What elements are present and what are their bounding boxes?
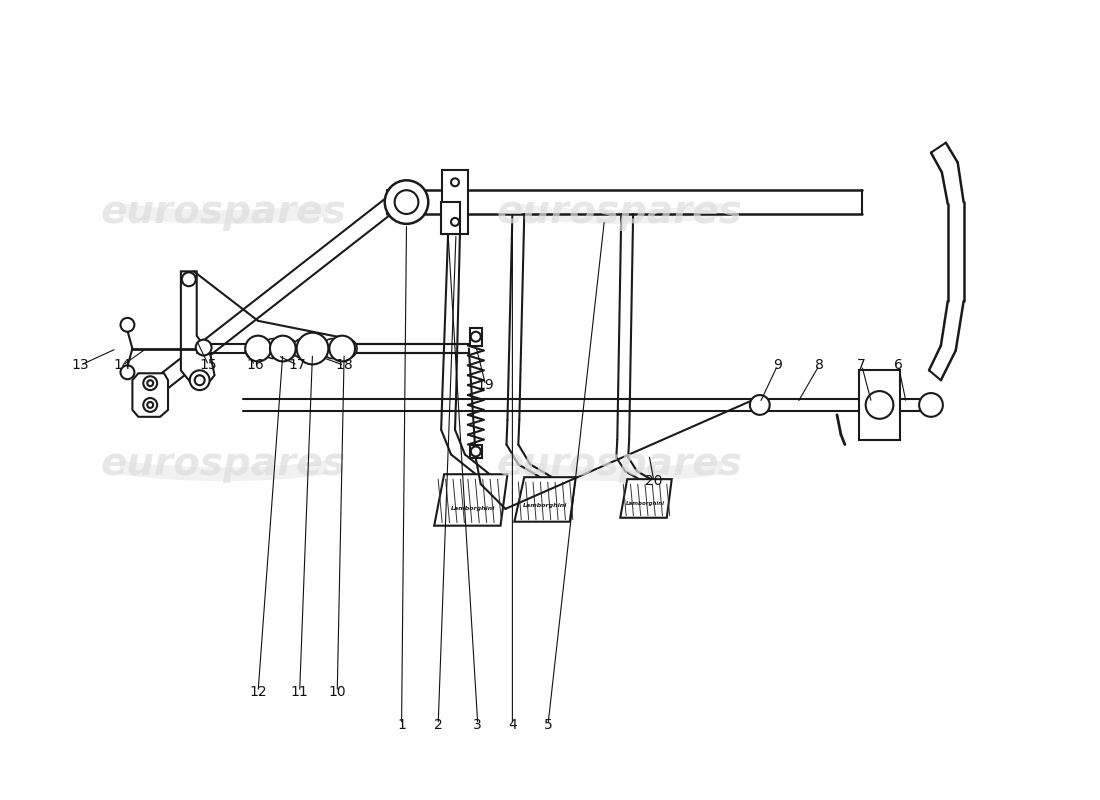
Polygon shape	[434, 474, 507, 526]
Bar	[859, 370, 900, 439]
Text: Lamborghini: Lamborghini	[626, 502, 664, 506]
Circle shape	[451, 218, 459, 226]
Circle shape	[451, 178, 459, 186]
Circle shape	[263, 338, 283, 358]
Circle shape	[147, 402, 153, 408]
Text: 11: 11	[290, 685, 308, 699]
Text: 13: 13	[72, 358, 89, 372]
Text: eurospares: eurospares	[496, 193, 742, 231]
Circle shape	[471, 446, 481, 457]
Circle shape	[196, 340, 211, 355]
Circle shape	[322, 338, 342, 358]
Circle shape	[190, 370, 210, 390]
Text: 3: 3	[473, 718, 482, 731]
Circle shape	[143, 376, 157, 390]
Text: 19: 19	[476, 378, 495, 392]
Text: 1: 1	[397, 718, 406, 731]
Circle shape	[143, 398, 157, 412]
Circle shape	[182, 272, 196, 286]
Text: Lamborghini: Lamborghini	[522, 503, 568, 508]
Circle shape	[920, 393, 943, 417]
Text: 17: 17	[289, 358, 307, 372]
Circle shape	[293, 338, 312, 358]
Text: 10: 10	[329, 685, 346, 699]
Circle shape	[389, 198, 397, 206]
Text: 5: 5	[543, 718, 552, 731]
Circle shape	[249, 338, 268, 358]
Polygon shape	[180, 271, 214, 385]
Text: 8: 8	[815, 358, 824, 372]
Circle shape	[385, 180, 428, 224]
Text: 15: 15	[200, 358, 218, 372]
Bar	[470, 328, 482, 346]
Circle shape	[329, 336, 355, 362]
Circle shape	[866, 391, 893, 419]
Circle shape	[750, 395, 770, 415]
Bar	[470, 445, 482, 458]
Circle shape	[308, 338, 328, 358]
Polygon shape	[132, 374, 168, 417]
Polygon shape	[515, 477, 575, 522]
Text: 4: 4	[508, 718, 517, 731]
Circle shape	[147, 380, 153, 386]
Text: 2: 2	[433, 718, 442, 731]
Bar	[441, 202, 460, 234]
Circle shape	[195, 375, 205, 385]
Polygon shape	[620, 479, 672, 518]
Bar	[442, 170, 468, 234]
Text: 6: 6	[894, 358, 903, 372]
Text: 20: 20	[646, 474, 662, 488]
Circle shape	[395, 190, 418, 214]
Text: Lamborghini: Lamborghini	[451, 506, 495, 511]
Text: eurospares: eurospares	[496, 446, 742, 483]
Circle shape	[297, 333, 328, 364]
Text: 9: 9	[773, 358, 782, 372]
Circle shape	[278, 338, 298, 358]
Circle shape	[338, 338, 358, 358]
Circle shape	[245, 336, 271, 362]
Text: 18: 18	[336, 358, 353, 372]
Text: eurospares: eurospares	[100, 446, 346, 483]
Circle shape	[121, 366, 134, 379]
Circle shape	[270, 336, 296, 362]
Circle shape	[471, 332, 481, 342]
Text: 7: 7	[857, 358, 866, 372]
Text: 12: 12	[250, 685, 267, 699]
Text: 16: 16	[246, 358, 264, 372]
Text: eurospares: eurospares	[100, 193, 346, 231]
Text: 14: 14	[113, 358, 131, 372]
Circle shape	[121, 318, 134, 332]
